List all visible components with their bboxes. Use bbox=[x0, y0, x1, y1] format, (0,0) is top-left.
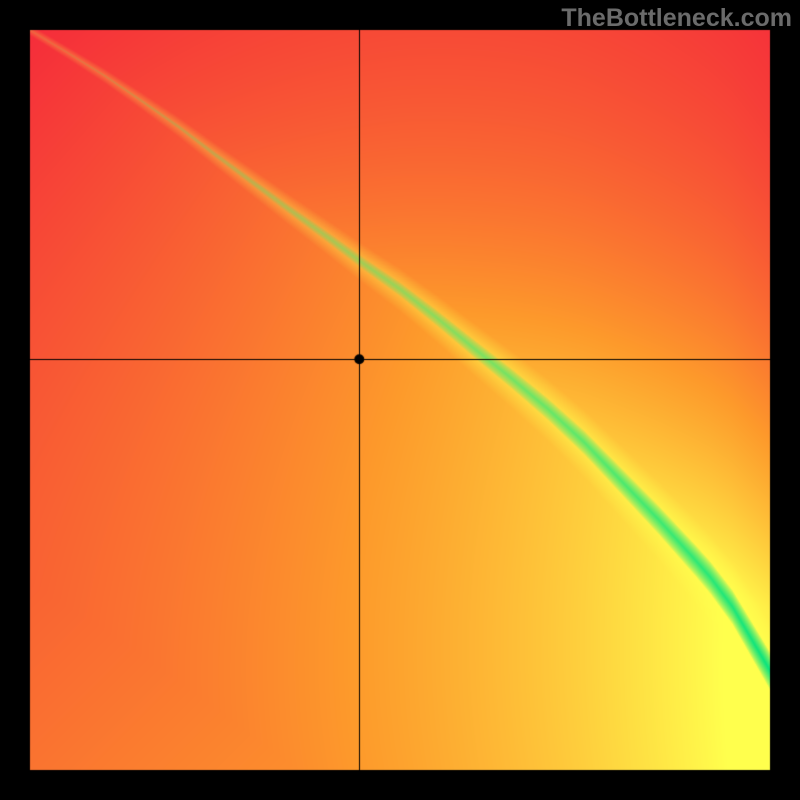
chart-container: TheBottleneck.com bbox=[0, 0, 800, 800]
watermark-text: TheBottleneck.com bbox=[561, 4, 792, 33]
bottleneck-heatmap bbox=[0, 0, 800, 800]
